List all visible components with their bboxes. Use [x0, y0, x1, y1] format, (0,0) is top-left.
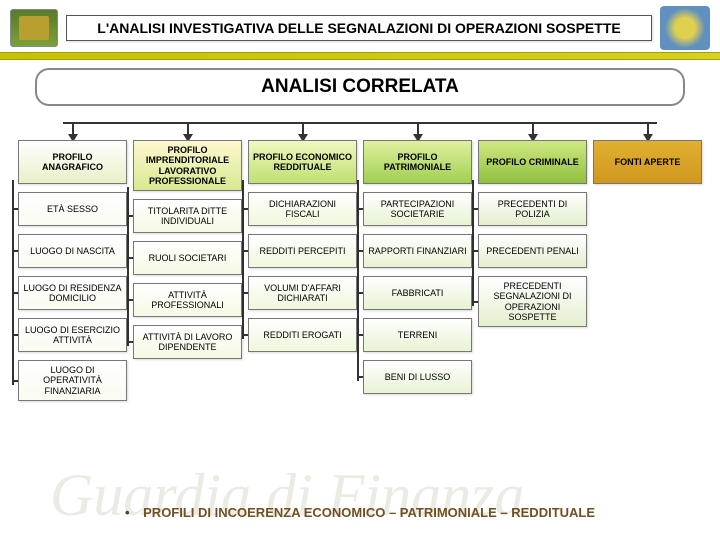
divider-stripe — [0, 52, 720, 60]
badge-right-icon — [660, 6, 710, 50]
tree-node: ETÀ SESSO — [18, 192, 127, 226]
badge-left-icon — [10, 9, 58, 47]
tree-node: LUOGO DI NASCITA — [18, 234, 127, 268]
tree-node: LUOGO DI OPERATIVITÀ FINANZIARIA — [18, 360, 127, 401]
column-connector — [472, 180, 474, 306]
tree-node: ATTIVITÀ DI LAVORO DIPENDENTE — [133, 325, 242, 359]
tree-column: PROFILO IMPRENDITORIALE LAVORATIVO PROFE… — [133, 140, 242, 401]
tree-node: REDDITI PERCEPITI — [248, 234, 357, 268]
tree-node: DICHIARAZIONI FISCALI — [248, 192, 357, 226]
tree-column: FONTI APERTE — [593, 140, 702, 401]
column-connector — [357, 180, 359, 381]
section-title: ANALISI CORRELATA — [35, 68, 685, 106]
tree-node: PRECEDENTI SEGNALAZIONI DI OPERAZIONI SO… — [478, 276, 587, 327]
tree-node: PARTECIPAZIONI SOCIETARIE — [363, 192, 472, 226]
column-connector — [127, 187, 129, 346]
tree-node: LUOGO DI RESIDENZA DOMICILIO — [18, 276, 127, 310]
column-header: PROFILO ANAGRAFICO — [18, 140, 127, 184]
column-header: PROFILO IMPRENDITORIALE LAVORATIVO PROFE… — [133, 140, 242, 191]
tree-node: RAPPORTI FINANZIARI — [363, 234, 472, 268]
column-header: PROFILO ECONOMICO REDDITUALE — [248, 140, 357, 184]
tree-column: PROFILO ECONOMICO REDDITUALE DICHIARAZION… — [248, 140, 357, 401]
column-header: PROFILO CRIMINALE — [478, 140, 587, 184]
tree-chart: PROFILO ANAGRAFICO ETÀ SESSO LUOGO DI NASC… — [18, 112, 702, 401]
bullet-icon: • — [125, 505, 130, 520]
column-header: FONTI APERTE — [593, 140, 702, 184]
tree-node: VOLUMI D'AFFARI DICHIARATI — [248, 276, 357, 310]
tree-node: TERRENI — [363, 318, 472, 352]
tree-column: PROFILO PATRIMONIALE PARTECIPAZIONI SOCIE… — [363, 140, 472, 401]
tree-node: PRECEDENTI DI POLIZIA — [478, 192, 587, 226]
column-connector — [242, 180, 244, 339]
tree-node: LUOGO DI ESERCIZIO ATTIVITÀ — [18, 318, 127, 352]
connector-hline — [63, 122, 657, 124]
tree-column: PROFILO ANAGRAFICO ETÀ SESSO LUOGO DI NASC… — [18, 140, 127, 401]
tree-node: ATTIVITÀ PROFESSIONALI — [133, 283, 242, 317]
header-bar: L'ANALISI INVESTIGATIVA DELLE SEGNALAZIO… — [0, 0, 720, 52]
footer-note: • PROFILI DI INCOERENZA ECONOMICO – PATR… — [0, 505, 720, 520]
tree-node: REDDITI EROGATI — [248, 318, 357, 352]
footer-text: PROFILI DI INCOERENZA ECONOMICO – PATRIM… — [143, 505, 595, 520]
page-title: L'ANALISI INVESTIGATIVA DELLE SEGNALAZIO… — [66, 15, 652, 42]
tree-node: BENI DI LUSSO — [363, 360, 472, 394]
column-header: PROFILO PATRIMONIALE — [363, 140, 472, 184]
tree-column: PROFILO CRIMINALE PRECEDENTI DI POLIZIA PR… — [478, 140, 587, 401]
tree-node: RUOLI SOCIETARI — [133, 241, 242, 275]
tree-node: TITOLARITA DITTE INDIVIDUALI — [133, 199, 242, 233]
tree-node: PRECEDENTI PENALI — [478, 234, 587, 268]
column-connector — [12, 180, 14, 385]
tree-node: FABBRICATI — [363, 276, 472, 310]
